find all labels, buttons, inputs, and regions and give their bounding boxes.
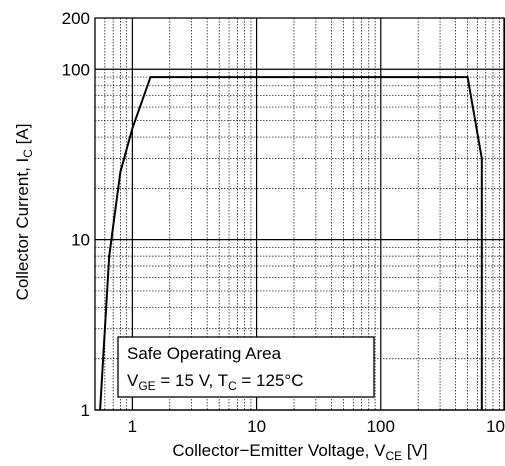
annotation-box: Safe Operating Area VGE = 15 V, TC = 125… — [117, 336, 375, 398]
y-axis-title: Collector Current, IC [A] — [13, 124, 35, 301]
x-tick-label: 1000 — [486, 417, 505, 436]
y-tick-label: 100 — [62, 60, 90, 79]
x-tick-label: 1 — [128, 417, 137, 436]
x-axis-title: Collector−Emitter Voltage, VCE [V] — [172, 441, 427, 463]
y-tick-label: 200 — [62, 9, 90, 28]
annotation-line-1: Safe Operating Area — [127, 344, 282, 363]
plot-frame — [94, 17, 505, 411]
x-tick-label: 100 — [367, 417, 395, 436]
annotation-line-2: VGE = 15 V, TC = 125°C — [127, 371, 304, 393]
series-layer — [99, 76, 483, 411]
x-tick-label: 10 — [247, 417, 266, 436]
soa-boundary-line — [99, 76, 483, 411]
y-tick-label: 10 — [71, 231, 90, 250]
y-tick-label: 1 — [81, 401, 90, 420]
tick-labels: 1 10 100 1000 1 10 100 200 — [62, 9, 505, 436]
